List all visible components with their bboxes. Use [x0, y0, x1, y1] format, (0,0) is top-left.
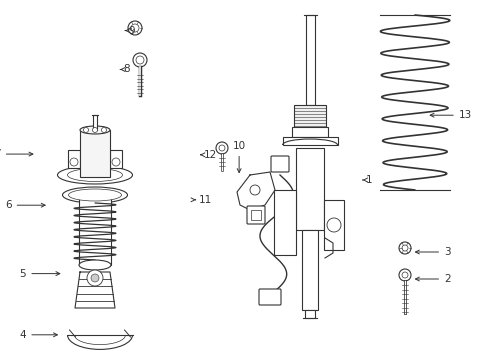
Circle shape — [402, 245, 408, 251]
Text: 6: 6 — [5, 200, 11, 210]
Bar — [93, 115, 97, 130]
Bar — [324, 200, 344, 250]
Bar — [302, 230, 318, 310]
Polygon shape — [75, 272, 115, 308]
Text: 9: 9 — [128, 26, 135, 36]
Circle shape — [128, 21, 142, 35]
Circle shape — [101, 127, 106, 132]
Ellipse shape — [63, 187, 127, 203]
Circle shape — [216, 142, 228, 154]
Bar — [296, 148, 324, 230]
Bar — [68, 150, 80, 168]
Circle shape — [250, 185, 260, 195]
Ellipse shape — [68, 168, 122, 181]
Bar — [80, 130, 110, 177]
Circle shape — [112, 158, 120, 166]
Circle shape — [136, 56, 144, 64]
Circle shape — [327, 218, 341, 232]
Bar — [305, 15, 315, 105]
Circle shape — [91, 274, 99, 282]
Ellipse shape — [69, 189, 122, 201]
Circle shape — [399, 242, 411, 254]
Text: 5: 5 — [20, 269, 26, 279]
Ellipse shape — [80, 126, 110, 134]
FancyBboxPatch shape — [247, 206, 265, 224]
FancyBboxPatch shape — [271, 156, 289, 172]
Text: 10: 10 — [233, 141, 245, 150]
Bar — [110, 150, 122, 168]
Text: 11: 11 — [198, 195, 212, 205]
Circle shape — [133, 53, 147, 67]
Ellipse shape — [79, 260, 111, 270]
Text: 8: 8 — [123, 64, 130, 75]
Circle shape — [93, 127, 98, 132]
Text: 2: 2 — [444, 274, 451, 284]
Bar — [292, 127, 328, 137]
Circle shape — [219, 145, 225, 151]
Circle shape — [131, 24, 139, 32]
Circle shape — [87, 270, 103, 286]
Text: 12: 12 — [204, 150, 218, 160]
Bar — [251, 210, 261, 220]
Text: 1: 1 — [366, 175, 372, 185]
Bar — [79, 195, 111, 265]
Bar — [294, 105, 326, 127]
Circle shape — [402, 272, 408, 278]
Circle shape — [399, 269, 411, 281]
Bar — [283, 137, 338, 145]
Circle shape — [83, 127, 89, 132]
Bar — [305, 310, 315, 318]
Text: 13: 13 — [459, 110, 472, 120]
Text: 4: 4 — [20, 330, 26, 340]
Ellipse shape — [57, 166, 132, 184]
Circle shape — [70, 158, 78, 166]
FancyBboxPatch shape — [259, 289, 281, 305]
Bar — [274, 190, 296, 255]
Text: 3: 3 — [444, 247, 451, 257]
